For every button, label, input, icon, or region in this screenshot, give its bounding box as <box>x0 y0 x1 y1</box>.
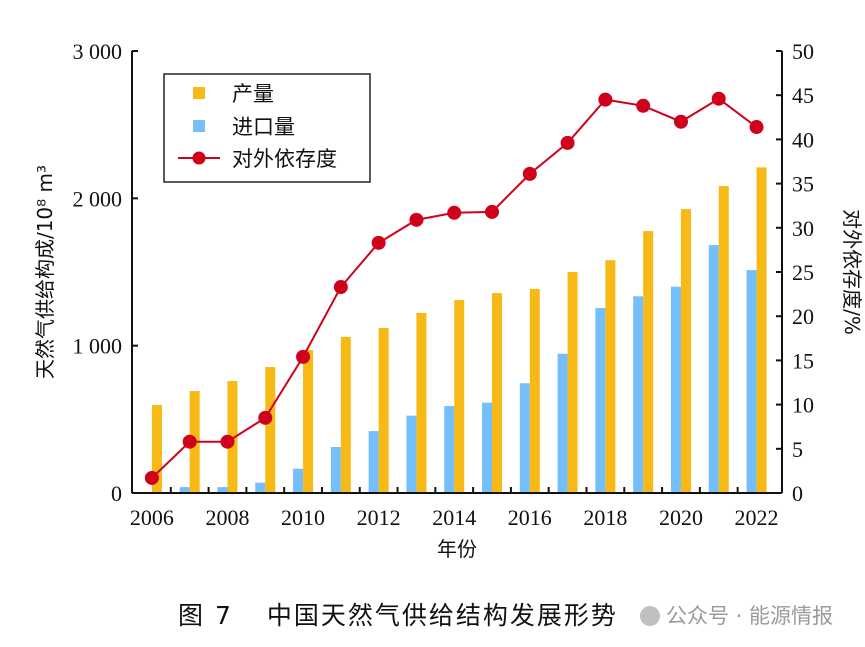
bar-imports-2016 <box>519 383 530 493</box>
bar-production-2009 <box>265 367 276 493</box>
legend-swatch-production <box>193 87 205 99</box>
y2-tick-label: 30 <box>792 216 814 241</box>
dependency-point-2016 <box>522 166 537 181</box>
bar-imports-2011 <box>330 447 341 493</box>
bar-production-2022 <box>756 167 767 494</box>
legend-label-dependency: 对外依存度 <box>232 147 337 171</box>
dependency-point-2006 <box>144 470 159 485</box>
y2-tick-label: 25 <box>792 260 814 285</box>
bar-production-2012 <box>378 327 389 493</box>
bar-imports-2013 <box>406 415 417 493</box>
watermark: 公众号 · 能源情报 <box>640 600 833 630</box>
figure-caption-text: 中国天然气供给结构发展形势 <box>266 601 618 630</box>
bar-imports-2019 <box>633 296 644 493</box>
x-tick-label: 2014 <box>432 505 476 530</box>
y2-tick-label: 40 <box>792 127 814 152</box>
bar-imports-2010 <box>293 468 304 493</box>
dependency-point-2017 <box>560 135 575 150</box>
y2-tick-label: 0 <box>792 481 803 506</box>
legend-swatch-imports <box>193 120 205 132</box>
bar-imports-2007 <box>179 487 190 493</box>
y-tick-label: 0 <box>111 481 122 506</box>
bar-imports-2015 <box>482 402 493 493</box>
bar-imports-2020 <box>670 286 681 493</box>
bar-production-2013 <box>416 312 427 493</box>
bar-production-2015 <box>492 293 503 493</box>
y2-tick-label: 45 <box>792 83 814 108</box>
y2-axis-title: 对外依存度/% <box>840 209 864 335</box>
bar-production-2020 <box>680 209 691 493</box>
y-tick-label: 3 000 <box>73 39 123 64</box>
dependency-point-2008 <box>220 434 235 449</box>
x-tick-label: 2016 <box>508 505 552 530</box>
bar-production-2018 <box>605 260 616 493</box>
bar-production-2011 <box>340 336 351 493</box>
x-tick-label: 2020 <box>659 505 703 530</box>
legend-label-production: 产量 <box>232 82 274 106</box>
dependency-point-2011 <box>333 280 348 295</box>
bar-production-2021 <box>718 186 729 493</box>
legend: 产量 进口量 对外依存度 <box>163 73 371 183</box>
dependency-point-2020 <box>673 114 688 129</box>
bar-production-2014 <box>454 299 465 493</box>
dependency-point-2022 <box>749 120 764 135</box>
chart: 0 1 000 2 000 3 000 0 5 10 15 20 25 30 35 40 45 50 2006… <box>33 39 864 561</box>
dependency-point-2013 <box>409 212 424 227</box>
bar-production-2019 <box>643 231 654 494</box>
bar-imports-2018 <box>595 308 606 493</box>
figure-caption: 图 7 中国天然气供给结构发展形势 <box>178 596 618 632</box>
y2-tick-label: 15 <box>792 348 814 373</box>
x-tick-label: 2008 <box>205 505 249 530</box>
y2-tick-label: 10 <box>792 393 814 418</box>
wechat-icon <box>640 606 660 626</box>
y2-tick-label: 35 <box>792 172 814 197</box>
y2-tick-label: 50 <box>792 39 814 64</box>
dependency-point-2021 <box>711 91 726 106</box>
dependency-point-2007 <box>182 434 197 449</box>
x-tick-label: 2022 <box>735 505 779 530</box>
figure-number: 图 7 <box>178 601 233 630</box>
y-tick-label: 1 000 <box>73 334 123 359</box>
bar-imports-2008 <box>217 487 228 493</box>
bar-imports-2021 <box>708 245 719 493</box>
bar-production-2006 <box>151 405 162 493</box>
x-tick-label: 2012 <box>357 505 401 530</box>
y2-tick-label: 20 <box>792 304 814 329</box>
bar-imports-2012 <box>368 431 379 493</box>
axes-layer: 0 1 000 2 000 3 000 0 5 10 15 20 25 30 35 40 45 50 2006… <box>73 39 815 530</box>
bars-layer <box>141 167 767 494</box>
dependency-point-2012 <box>371 235 386 250</box>
watermark-text: 公众号 · 能源情报 <box>666 604 834 628</box>
x-tick-label: 2018 <box>583 505 627 530</box>
y2-tick-label: 5 <box>792 437 803 462</box>
bar-production-2010 <box>303 350 314 493</box>
y-tick-label: 2 000 <box>73 186 123 211</box>
dependency-point-2009 <box>258 410 273 425</box>
bar-imports-2009 <box>255 482 266 493</box>
dependency-point-2010 <box>296 349 311 364</box>
bar-imports-2017 <box>557 353 568 493</box>
dependency-line-layer <box>144 91 764 485</box>
bar-production-2017 <box>567 272 578 493</box>
bar-production-2016 <box>529 288 540 493</box>
dependency-point-2019 <box>636 98 651 113</box>
dependency-point-2015 <box>485 204 500 219</box>
dependency-point-2014 <box>447 205 462 220</box>
bar-imports-2022 <box>746 270 757 493</box>
bar-imports-2014 <box>444 406 455 493</box>
y-axis-title: 天然气供给构成/10⁸ m³ <box>33 165 57 379</box>
x-tick-label: 2006 <box>130 505 174 530</box>
x-tick-label: 2010 <box>281 505 325 530</box>
dependency-point-2018 <box>598 92 613 107</box>
x-axis-title: 年份 <box>437 537 477 561</box>
legend-label-imports: 进口量 <box>232 115 295 139</box>
legend-marker-dependency <box>192 151 206 165</box>
